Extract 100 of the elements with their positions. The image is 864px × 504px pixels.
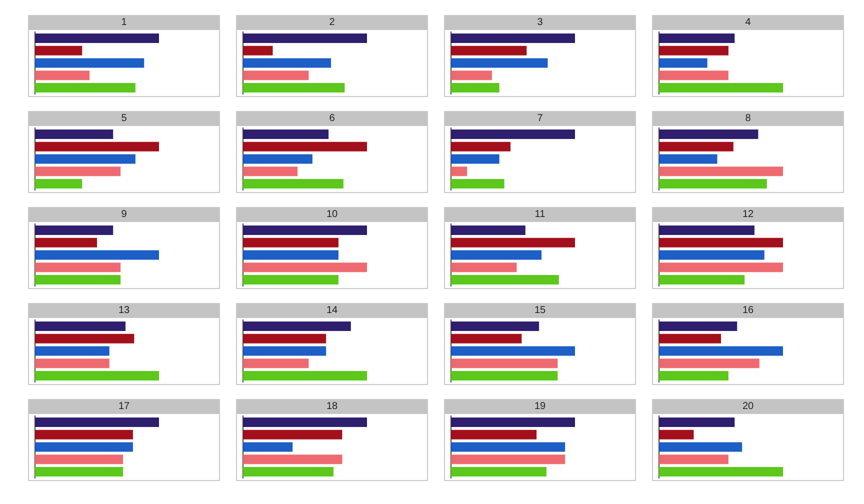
bar bbox=[35, 70, 90, 80]
bar bbox=[451, 166, 468, 176]
bar bbox=[451, 442, 566, 452]
chart-title: 12 bbox=[653, 208, 843, 222]
bar bbox=[35, 46, 82, 56]
bar bbox=[35, 238, 97, 248]
chart-title: 10 bbox=[237, 208, 427, 222]
chart-title: 2 bbox=[237, 16, 427, 30]
bar bbox=[243, 142, 367, 152]
bar bbox=[659, 275, 745, 285]
bar bbox=[243, 346, 326, 356]
bar bbox=[659, 142, 734, 152]
bar bbox=[243, 154, 312, 164]
bar bbox=[659, 250, 764, 260]
bar bbox=[659, 179, 767, 189]
bar bbox=[659, 46, 728, 56]
bar bbox=[243, 129, 329, 139]
bar bbox=[451, 225, 526, 235]
bar bbox=[451, 250, 542, 260]
bar bbox=[451, 33, 575, 43]
bar bbox=[243, 454, 342, 464]
bar bbox=[659, 238, 783, 248]
chart-title: 19 bbox=[445, 400, 635, 414]
bar bbox=[659, 442, 742, 452]
chart-title: 9 bbox=[29, 208, 219, 222]
bar bbox=[659, 346, 783, 356]
bar bbox=[243, 417, 367, 427]
bar bbox=[35, 321, 126, 331]
chart-title: 16 bbox=[653, 304, 843, 318]
bar bbox=[451, 58, 548, 68]
bar bbox=[451, 430, 537, 440]
bar bbox=[451, 142, 511, 152]
chart-title: 20 bbox=[653, 400, 843, 414]
chart-title: 13 bbox=[29, 304, 219, 318]
bar bbox=[659, 358, 760, 368]
bar bbox=[451, 346, 575, 356]
bar bbox=[659, 321, 738, 331]
bar bbox=[659, 83, 783, 93]
bar bbox=[35, 250, 159, 260]
bar bbox=[35, 154, 136, 164]
bar bbox=[243, 166, 298, 176]
bar bbox=[451, 238, 575, 248]
chart-title: 11 bbox=[445, 208, 635, 222]
chart-title: 1 bbox=[29, 16, 219, 30]
bar bbox=[451, 334, 522, 344]
bar bbox=[451, 417, 575, 427]
bar bbox=[451, 179, 504, 189]
chart-title: 17 bbox=[29, 400, 219, 414]
bar bbox=[35, 334, 134, 344]
chart-title: 14 bbox=[237, 304, 427, 318]
bar bbox=[659, 371, 728, 381]
bar bbox=[243, 70, 309, 80]
bar bbox=[451, 275, 559, 285]
bar bbox=[243, 58, 332, 68]
bar bbox=[243, 358, 309, 368]
bar bbox=[451, 154, 500, 164]
bar bbox=[243, 442, 293, 452]
chart-title: 4 bbox=[653, 16, 843, 30]
chart-title: 7 bbox=[445, 112, 635, 126]
chart-title: 3 bbox=[445, 16, 635, 30]
chart-title: 8 bbox=[653, 112, 843, 126]
bar bbox=[451, 454, 566, 464]
bar bbox=[659, 334, 721, 344]
bar bbox=[659, 454, 728, 464]
bar bbox=[35, 371, 159, 381]
bar bbox=[243, 430, 342, 440]
bar bbox=[659, 417, 735, 427]
chart-title: 6 bbox=[237, 112, 427, 126]
bar bbox=[35, 58, 144, 68]
bar bbox=[243, 83, 345, 93]
bar bbox=[451, 70, 492, 80]
bar bbox=[35, 83, 136, 93]
bar bbox=[35, 179, 82, 189]
bar bbox=[243, 33, 367, 43]
bar bbox=[35, 275, 121, 285]
bar bbox=[659, 33, 735, 43]
bar bbox=[659, 430, 694, 440]
bar bbox=[35, 358, 110, 368]
bar bbox=[659, 262, 783, 272]
bar bbox=[451, 83, 500, 93]
bar bbox=[659, 70, 728, 80]
bar bbox=[451, 358, 558, 368]
bar bbox=[451, 467, 546, 477]
bar bbox=[243, 46, 273, 56]
chart-title: 15 bbox=[445, 304, 635, 318]
bar bbox=[451, 262, 517, 272]
bar bbox=[35, 346, 110, 356]
bar bbox=[35, 142, 159, 152]
bar bbox=[243, 334, 326, 344]
bar bbox=[35, 262, 121, 272]
bar bbox=[35, 33, 159, 43]
bar bbox=[451, 321, 540, 331]
bar bbox=[659, 467, 783, 477]
bar bbox=[659, 129, 758, 139]
bar bbox=[659, 166, 783, 176]
bar bbox=[659, 58, 708, 68]
bar bbox=[451, 46, 527, 56]
chart-title: 5 bbox=[29, 112, 219, 126]
chart-title: 18 bbox=[237, 400, 427, 414]
bar bbox=[659, 154, 718, 164]
